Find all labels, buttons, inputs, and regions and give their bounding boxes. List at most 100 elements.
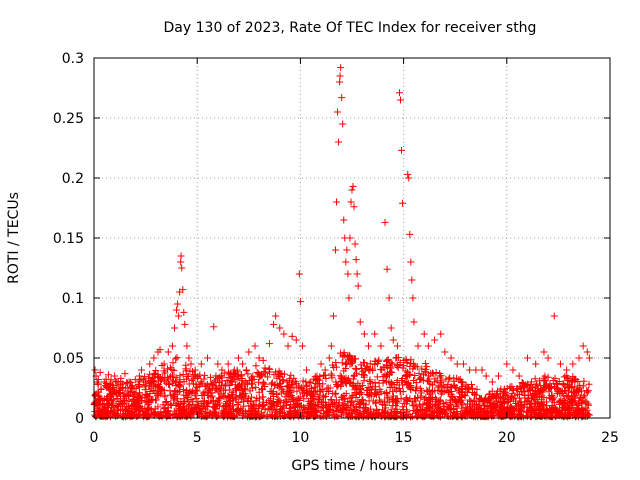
background-point (351, 355, 359, 363)
background-point (284, 388, 292, 396)
background-point (238, 377, 246, 385)
background-point (211, 386, 219, 394)
y-tick-label: 0.15 (53, 231, 84, 247)
background-point (190, 371, 198, 379)
background-point (323, 384, 331, 392)
background-point (544, 373, 552, 381)
x-tick-label: 0 (90, 430, 99, 446)
background-point (156, 411, 164, 419)
background-point (383, 394, 391, 402)
data-point (340, 216, 348, 224)
background-point (127, 404, 135, 412)
background-point (385, 361, 393, 369)
background-point (164, 365, 172, 373)
background-point (578, 387, 586, 395)
background-point (180, 378, 188, 386)
data-point (181, 320, 189, 328)
background-point (334, 401, 342, 409)
background-point (272, 411, 280, 419)
background-point (375, 379, 383, 387)
background-point (105, 411, 113, 419)
data-point (585, 354, 593, 362)
background-point (209, 397, 217, 405)
background-point (160, 377, 168, 385)
background-point (320, 409, 328, 417)
background-point (161, 369, 169, 377)
data-point (354, 282, 362, 290)
background-point (393, 378, 401, 386)
background-point (392, 402, 400, 410)
background-point (136, 406, 144, 414)
background-point (144, 401, 152, 409)
background-point (454, 387, 462, 395)
background-point (220, 402, 228, 410)
background-point (133, 412, 141, 420)
background-point (461, 392, 469, 400)
data-point (325, 354, 333, 362)
background-point (95, 401, 103, 409)
background-point (509, 407, 517, 415)
background-point (268, 412, 276, 420)
background-point (378, 410, 386, 418)
background-point (403, 408, 411, 416)
background-point (147, 406, 155, 414)
data-point (472, 366, 480, 374)
background-point (336, 372, 344, 380)
data-point (230, 366, 238, 374)
background-point (161, 391, 169, 399)
background-point (353, 384, 361, 392)
data-point (353, 270, 361, 278)
data-point (210, 323, 218, 331)
background-point (114, 403, 122, 411)
background-point (445, 375, 453, 383)
background-point (401, 377, 409, 385)
background-point (144, 409, 152, 417)
data-point (346, 234, 354, 242)
background-point (365, 397, 373, 405)
background-point (248, 393, 256, 401)
background-point (380, 398, 388, 406)
background-point (339, 406, 347, 414)
data-point (360, 330, 368, 338)
background-point (383, 357, 391, 365)
background-point (200, 375, 208, 383)
background-point (341, 395, 349, 403)
background-point (399, 403, 407, 411)
background-point (296, 396, 304, 404)
data-point (406, 230, 414, 238)
y-tick-label: 0.2 (62, 171, 84, 187)
background-point (97, 386, 105, 394)
data-point (447, 354, 455, 362)
background-point (215, 394, 223, 402)
background-point (437, 397, 445, 405)
background-point (203, 408, 211, 416)
background-point (314, 376, 322, 384)
background-point (233, 408, 241, 416)
background-point (151, 409, 159, 417)
background-point (580, 377, 588, 385)
background-point (305, 408, 313, 416)
background-point (584, 387, 592, 395)
data-point (177, 252, 185, 260)
data-point (117, 374, 125, 382)
data-point (174, 300, 182, 308)
background-point (328, 374, 336, 382)
background-point (407, 381, 415, 389)
background-point (569, 397, 577, 405)
background-point (115, 389, 123, 397)
background-point (110, 387, 118, 395)
background-point (116, 389, 124, 397)
data-point (255, 354, 263, 362)
background-point (428, 387, 436, 395)
data-point (347, 198, 355, 206)
background-point (332, 363, 340, 371)
background-point (423, 400, 431, 408)
background-point (543, 407, 551, 415)
background-point (142, 390, 150, 398)
data-point (298, 342, 306, 350)
background-point (454, 399, 462, 407)
data-point (351, 240, 359, 248)
x-tick-label: 20 (498, 430, 516, 446)
background-point (518, 379, 526, 387)
background-point (501, 408, 509, 416)
